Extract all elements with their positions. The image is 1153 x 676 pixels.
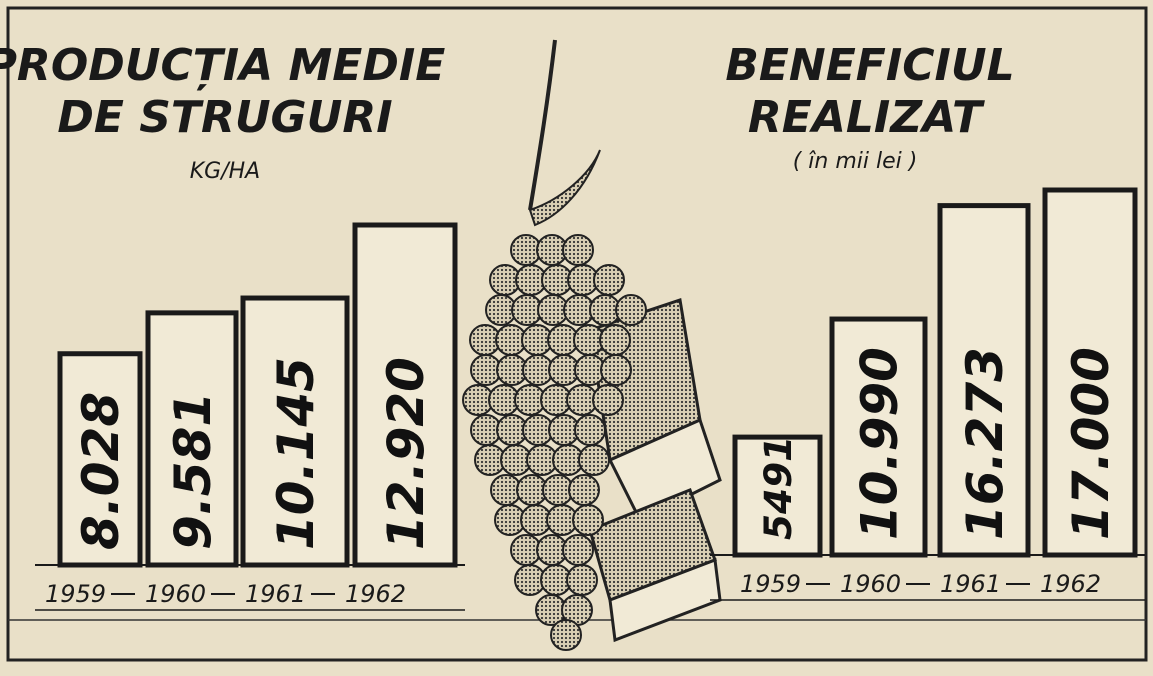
value-label: 8.028 <box>72 392 130 550</box>
grape <box>575 415 605 445</box>
chart-title: PRODUCȚIA MEDIE <box>0 40 445 91</box>
grape <box>600 325 630 355</box>
grape <box>567 565 597 595</box>
x-tick-label: 1960 <box>840 570 901 598</box>
value-label: 9.581 <box>164 392 222 550</box>
grape <box>593 385 623 415</box>
x-tick-label: 1959 <box>740 570 801 598</box>
x-tick-label: 1961 <box>940 570 1001 598</box>
value-label: 12.920 <box>377 357 435 550</box>
x-tick-label: 1962 <box>345 580 406 608</box>
x-tick-label: 1960 <box>145 580 206 608</box>
chart-subtitle: KG/HA <box>190 159 260 184</box>
value-label: 16.273 <box>956 347 1014 540</box>
grape <box>594 265 624 295</box>
value-label: 17.000 <box>1062 347 1120 540</box>
chart-title: REALIZAT <box>748 92 985 143</box>
grape <box>579 445 609 475</box>
chart-title: DE STRUGURI <box>57 92 392 143</box>
grape <box>563 535 593 565</box>
chart-subtitle: ( în mii lei ) <box>793 149 918 174</box>
chart-title: BENEFICIUL <box>725 40 1014 91</box>
x-tick-label: 1959 <box>45 580 106 608</box>
grape <box>573 505 603 535</box>
grape <box>551 620 581 650</box>
x-tick-label: 1962 <box>1040 570 1101 598</box>
grape <box>569 475 599 505</box>
grape <box>616 295 646 325</box>
value-label: 5491 <box>756 436 800 540</box>
infographic: PRODUCȚIA MEDIE DE STRUGURI KG/HA BENEFI… <box>0 0 1153 676</box>
grape <box>563 235 593 265</box>
x-tick-label: 1961 <box>245 580 306 608</box>
value-label: 10.145 <box>267 357 325 550</box>
value-label: 10.990 <box>851 347 909 540</box>
grape <box>601 355 631 385</box>
